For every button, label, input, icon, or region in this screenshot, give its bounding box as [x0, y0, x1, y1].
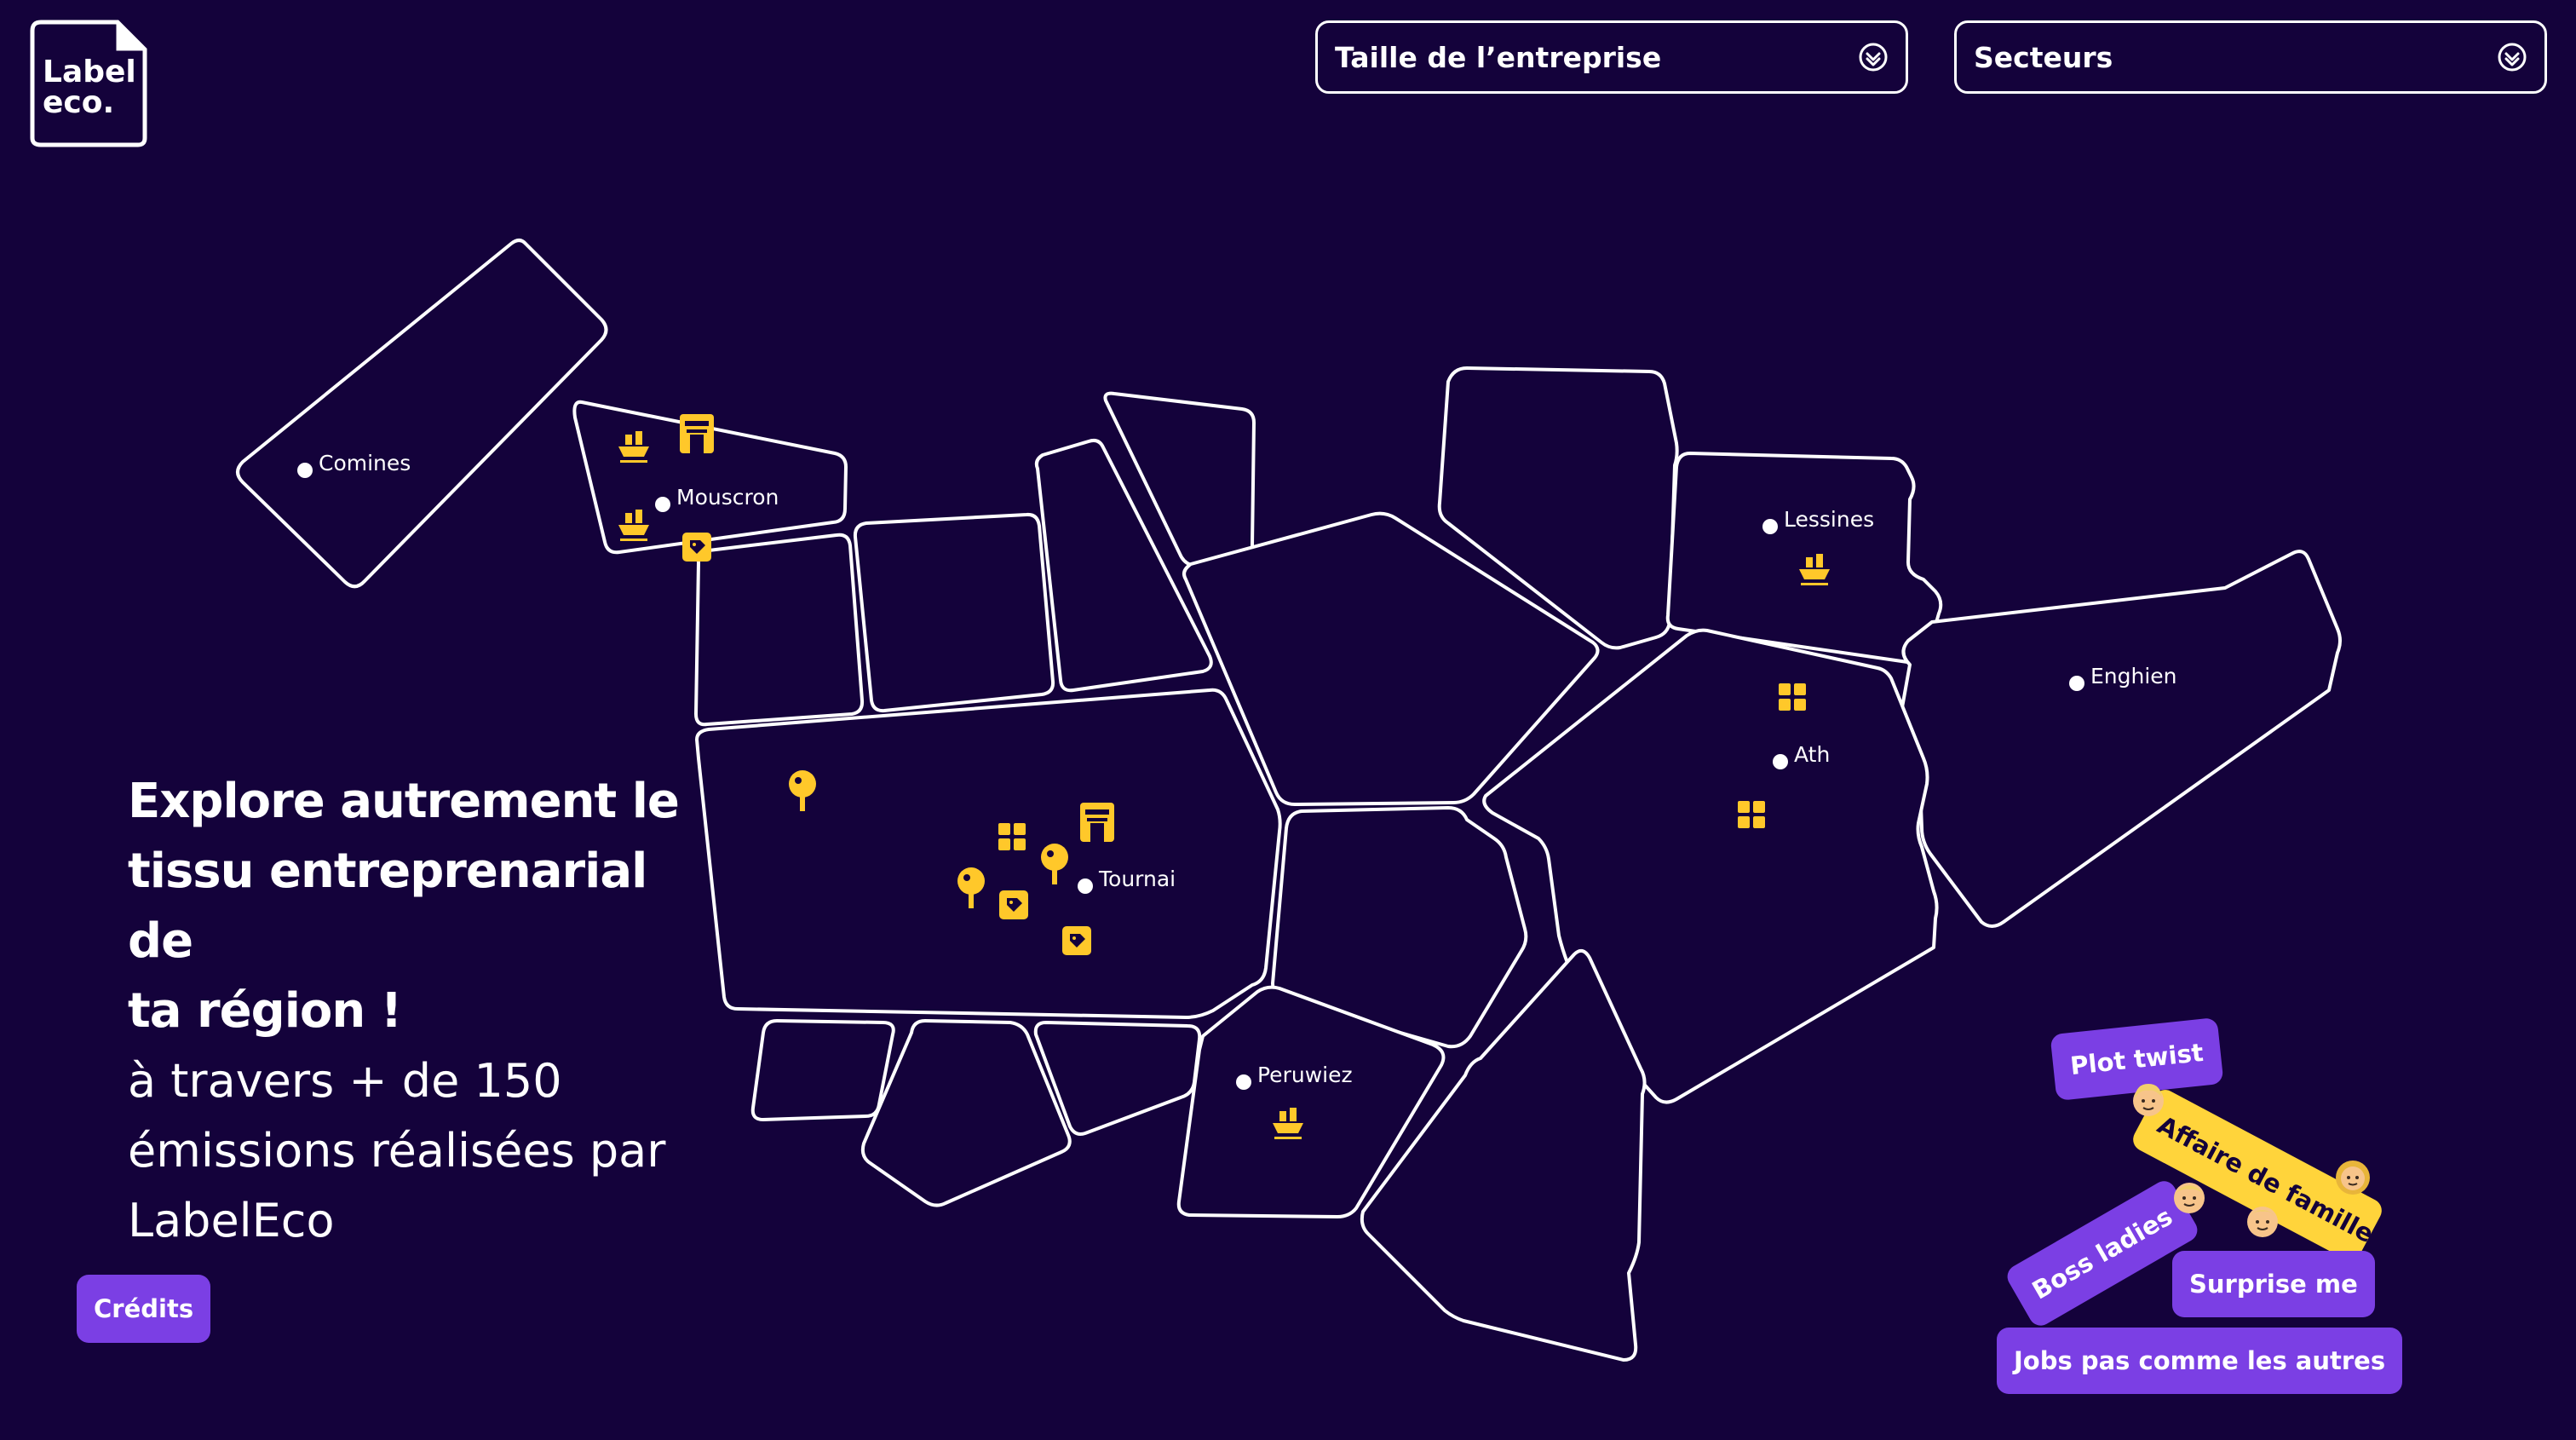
region-peruwiez[interactable] — [1176, 985, 1446, 1218]
woman-face-icon — [2336, 1161, 2370, 1195]
tag-icon[interactable] — [682, 533, 711, 562]
svg-text:Peruwiez: Peruwiez — [1257, 1063, 1353, 1087]
region-enghien[interactable] — [1896, 550, 2342, 928]
hero-title-line-2: tissu entreprenarial de — [128, 844, 647, 969]
hero-text: Explore autrement le tissu entreprenaria… — [128, 767, 724, 1256]
shop-icon[interactable] — [1080, 803, 1114, 842]
region-a[interactable] — [694, 533, 865, 727]
region-h[interactable] — [1360, 948, 1647, 1362]
tag-icon[interactable] — [999, 890, 1028, 919]
svg-text:Ath: Ath — [1794, 742, 1830, 767]
svg-text:Comines: Comines — [319, 451, 411, 475]
hero-title-line-3: ta région ! — [128, 983, 402, 1039]
logo-text-label: Label — [43, 55, 136, 89]
tag-icon[interactable] — [1062, 926, 1091, 955]
child-face-icon — [2174, 1183, 2205, 1213]
svg-text:Enghien: Enghien — [2090, 664, 2177, 688]
region-tournai[interactable] — [695, 688, 1282, 1019]
region-comines[interactable] — [236, 239, 608, 589]
chevron-down-circle-icon — [1859, 43, 1888, 72]
city-comines[interactable]: Comines — [297, 451, 411, 478]
logo-text-eco: eco. — [43, 85, 114, 120]
boy-face-icon — [2247, 1207, 2278, 1237]
shop-icon[interactable] — [680, 414, 714, 453]
city-tournai[interactable]: Tournai — [1078, 867, 1176, 894]
city-mouscron[interactable]: Mouscron — [655, 485, 779, 512]
svg-text:Lessines: Lessines — [1784, 507, 1874, 532]
region-mouscron[interactable] — [572, 400, 848, 555]
region-d[interactable] — [1103, 391, 1256, 569]
region-i[interactable] — [750, 1019, 895, 1121]
man-face-icon — [2133, 1084, 2164, 1116]
labeleco-logo[interactable]: Label eco. — [29, 19, 148, 148]
city-lessines[interactable]: Lessines — [1762, 507, 1874, 534]
region-k[interactable] — [1033, 1021, 1202, 1136]
hero-title-line-1: Explore autrement le — [128, 774, 680, 829]
city-peruwiez[interactable]: Peruwiez — [1236, 1063, 1353, 1090]
tag-jobs-pas-comme-les-autres[interactable]: Jobs pas comme les autres — [1997, 1328, 2403, 1394]
hero-subtitle-line-1: à travers + de 150 — [128, 1054, 562, 1108]
company-size-select[interactable]: Taille de l’entreprise — [1315, 20, 1908, 94]
region-e[interactable] — [1182, 511, 1600, 806]
region-j[interactable] — [860, 1019, 1072, 1207]
hero-subtitle-line-3: LabelEco — [128, 1194, 335, 1247]
tag-surprise-me[interactable]: Surprise me — [2172, 1251, 2375, 1317]
region-b[interactable] — [853, 512, 1055, 713]
sectors-label: Secteurs — [1974, 40, 2113, 74]
svg-text:Mouscron: Mouscron — [676, 485, 779, 510]
credits-button[interactable]: Crédits — [77, 1275, 211, 1343]
svg-text:Tournai: Tournai — [1098, 867, 1176, 891]
city-enghien[interactable]: Enghien — [2069, 664, 2177, 691]
city-ath[interactable]: Ath — [1773, 742, 1830, 769]
company-size-label: Taille de l’entreprise — [1335, 40, 1662, 74]
chevron-down-circle-icon — [2498, 43, 2527, 72]
region-c[interactable] — [1034, 438, 1213, 693]
region-lessines[interactable] — [1665, 452, 1943, 665]
sectors-select[interactable]: Secteurs — [1954, 20, 2547, 94]
hero-subtitle-line-2: émissions réalisées par — [128, 1124, 666, 1178]
